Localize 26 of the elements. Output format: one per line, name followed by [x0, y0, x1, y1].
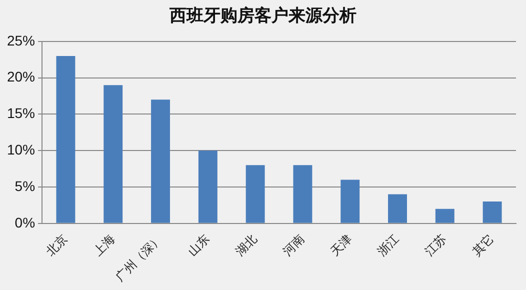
x-tick-label: 北京 — [43, 232, 70, 259]
bar — [151, 100, 170, 223]
x-tick-label: 天津 — [328, 232, 354, 259]
x-tick-label: 江苏 — [422, 232, 450, 259]
y-tick-label: 15% — [6, 105, 36, 122]
x-tick-label: 其它 — [470, 232, 497, 259]
chart-title: 西班牙购房客户来源分析 — [168, 5, 358, 27]
y-tick-label: 5% — [14, 178, 36, 194]
x-tick-label: 浙江 — [374, 232, 402, 259]
x-tick-label: 山东 — [185, 232, 212, 259]
bar — [104, 85, 123, 223]
y-tick-label: 10% — [6, 141, 36, 158]
y-tick-label: 20% — [6, 68, 36, 85]
bar — [482, 202, 502, 223]
bar — [56, 56, 76, 223]
x-tick-label: 河南 — [280, 232, 308, 259]
bar — [198, 150, 218, 223]
x-tick-label: 湖北 — [232, 232, 260, 259]
bar — [388, 194, 407, 223]
bar — [246, 165, 265, 223]
y-tick-label: 0% — [14, 214, 36, 230]
bar — [293, 165, 312, 223]
x-tick-label: 上海 — [90, 232, 118, 259]
y-tick-label: 25% — [6, 32, 36, 48]
bar — [435, 208, 454, 223]
bar — [340, 180, 360, 223]
